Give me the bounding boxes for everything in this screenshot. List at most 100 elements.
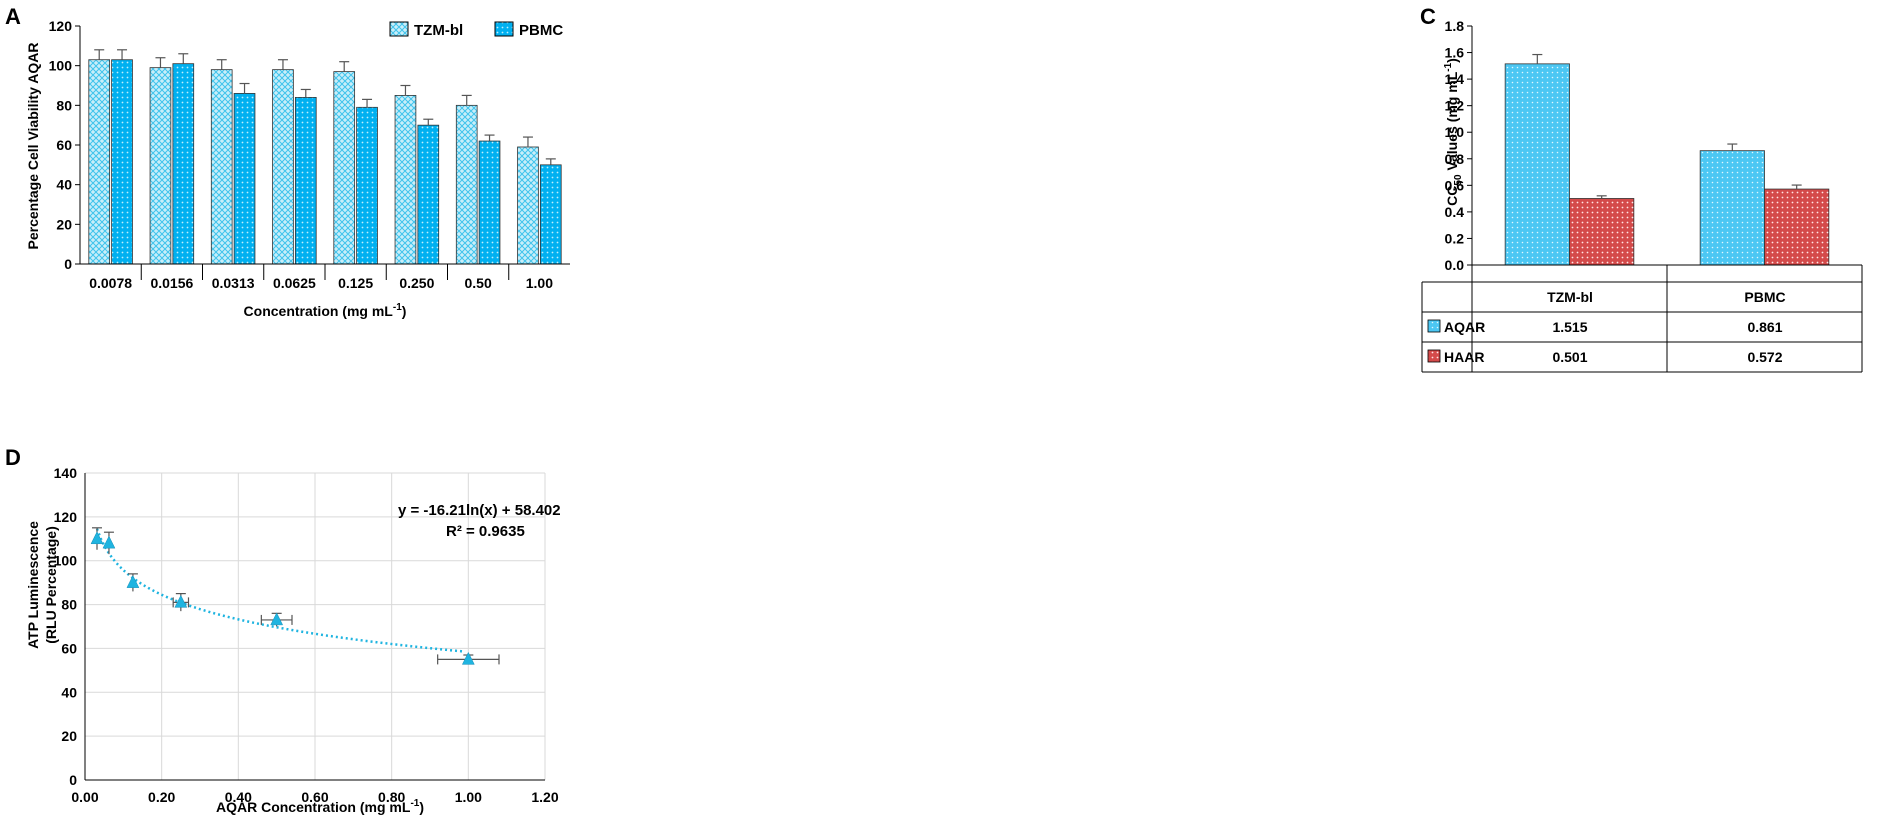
y-tick-label: 1.2 (1445, 98, 1465, 114)
panel-label-a: A (5, 4, 21, 29)
panel-c-ylabel: CC50 Values (mg mL-1) (1443, 58, 1464, 206)
panel-d-xlabel-sup: -1 (410, 798, 419, 809)
bar-pbmc-0-0078 (111, 59, 133, 265)
table-header-pbmc: PBMC (1744, 289, 1785, 305)
panel-label-c: C (1420, 4, 1436, 29)
panel-c-chart: 0.0 0.2 0.4 0.6 0.8 1.0 1.2 1.4 1.6 1.8 CC50 Valu… (1421, 18, 1863, 373)
data-point (270, 612, 284, 626)
y-tick-label: 0.0 (1445, 257, 1465, 273)
x-tick-label: 0.20 (148, 789, 175, 805)
data-point (461, 651, 475, 665)
panel-d-ylabel-1: ATP Luminescence (25, 521, 41, 649)
legend-label-haar: HAAR (1444, 349, 1484, 365)
x-tick-label: 0.50 (465, 275, 492, 291)
panel-c-data-table: TZM-bl PBMC AQAR HAAR 1.515 0.861 0.501 … (1421, 264, 1863, 373)
bar-tzm-bl-1-00 (517, 146, 539, 265)
table-cell-haar-tzm-bl: 0.501 (1552, 349, 1587, 365)
bar-pbmc-0-50 (478, 140, 501, 265)
y-tick-label: 20 (61, 728, 77, 744)
table-header-tzm-bl: TZM-bl (1547, 289, 1593, 305)
y-tick-label: 100 (54, 553, 78, 569)
panel-d-xlabel-tail: ) (419, 799, 424, 815)
x-tick-label: 0.0078 (89, 275, 132, 291)
bar-tzm-bl-0-250 (394, 95, 417, 265)
bar-tzm-bl-0-0156 (149, 67, 172, 265)
y-tick-label: 1.0 (1445, 124, 1465, 140)
panel-a-xlabel-tail: ) (402, 303, 407, 319)
y-tick-label: 0.4 (1445, 204, 1465, 220)
y-tick-label: 40 (61, 684, 77, 700)
y-tick-label: 20 (56, 216, 72, 232)
panel-d-ylabel-2: (RLU Percentage) (43, 526, 59, 643)
y-tick-label: 0 (64, 256, 72, 272)
y-tick-label: 100 (49, 58, 73, 74)
y-tick-label: 40 (56, 177, 72, 193)
legend-label-tzm-bl: TZM-bl (414, 22, 463, 39)
legend-swatch-aqar (1427, 319, 1441, 333)
x-tick-label: 1.20 (531, 789, 558, 805)
table-cell-aqar-pbmc: 0.861 (1747, 319, 1782, 335)
panel-d-xlabel-main: AQAR Concentration (mg mL (216, 799, 411, 815)
bar-pbmc-0-250 (417, 124, 440, 265)
legend-label-aqar: AQAR (1444, 319, 1485, 335)
table-cell-aqar-tzm-bl: 1.515 (1552, 319, 1587, 335)
x-tick-label: 0.00 (71, 789, 98, 805)
bar-haar-pbmc (1764, 188, 1830, 266)
x-tick-label: 0.40 (225, 789, 252, 805)
data-point (174, 594, 188, 608)
panel-a-xlabel-sup: -1 (393, 302, 402, 313)
x-tick-label: 0.0156 (150, 275, 193, 291)
y-tick-label: 60 (61, 640, 77, 656)
legend-label-pbmc: PBMC (519, 22, 563, 39)
bar-pbmc-0-0625 (294, 97, 317, 265)
bar-pbmc-0-125 (356, 106, 378, 265)
panel-d-equation: y = -16.21ln(x) + 58.402 (398, 502, 561, 519)
panel-label-d: D (5, 445, 21, 470)
bar-tzm-bl-0-125 (333, 71, 356, 265)
y-tick-label: 1.4 (1445, 71, 1465, 87)
legend-swatch-pbmc (494, 21, 514, 37)
panel-c-ylabel-rest: Values (mg mL (1444, 71, 1460, 174)
x-tick-label: 1.00 (455, 789, 482, 805)
panel-a-chart: 0 20 40 60 80 100 120 0.0078 0.0156 0.0313 0.0625 0… (25, 18, 570, 319)
y-tick-label: 0 (69, 772, 77, 788)
panel-a-xlabel: Concentration (mg mL-1) (244, 302, 407, 319)
table-cell-haar-pbmc: 0.572 (1747, 349, 1782, 365)
y-tick-label: 1.6 (1445, 45, 1465, 61)
panel-a-legend: TZM-bl PBMC (389, 21, 563, 39)
bar-aqar-tzm-bl (1504, 63, 1570, 266)
y-tick-label: 0.6 (1445, 177, 1465, 193)
bar-pbmc-0-0156 (172, 63, 195, 265)
x-tick-label: 1.00 (526, 275, 553, 291)
x-tick-label: 0.60 (301, 789, 328, 805)
y-tick-label: 140 (54, 465, 78, 481)
bar-tzm-bl-0-50 (455, 104, 478, 265)
y-tick-label: 0.8 (1445, 151, 1465, 167)
panel-a-xlabel-main: Concentration (mg mL (244, 303, 394, 319)
x-tick-label: 0.0313 (212, 275, 255, 291)
bar-aqar-pbmc (1699, 150, 1765, 266)
trendline (95, 528, 466, 653)
legend-swatch-haar (1427, 349, 1441, 363)
y-tick-label: 120 (49, 18, 73, 34)
panel-a-ylabel: Percentage Cell Viability AQAR (25, 43, 41, 250)
data-point (126, 575, 140, 588)
x-tick-label: 0.250 (399, 275, 434, 291)
x-tick-label: 0.125 (338, 275, 373, 291)
bar-pbmc-0-0313 (233, 93, 256, 265)
legend-swatch-tzm-bl (389, 21, 409, 37)
panel-d-r2: R² = 0.9635 (446, 523, 525, 540)
data-point (90, 531, 104, 545)
y-tick-label: 60 (56, 137, 72, 153)
bar-tzm-bl-0-0078 (88, 59, 111, 265)
panel-c-ylabel-sub: 50 (1453, 174, 1464, 186)
bar-haar-tzm-bl (1569, 198, 1635, 266)
bar-pbmc-1-00 (539, 164, 562, 265)
y-tick-label: 1.8 (1445, 18, 1465, 34)
y-tick-label: 80 (56, 97, 72, 113)
panel-d-chart: 0 20 40 60 80 100 120 140 0.00 0.20 0.40 0.60 0.80 1.… (25, 465, 561, 815)
bar-tzm-bl-0-0313 (210, 69, 233, 265)
y-tick-label: 120 (54, 509, 78, 525)
x-tick-label: 0.80 (378, 789, 405, 805)
